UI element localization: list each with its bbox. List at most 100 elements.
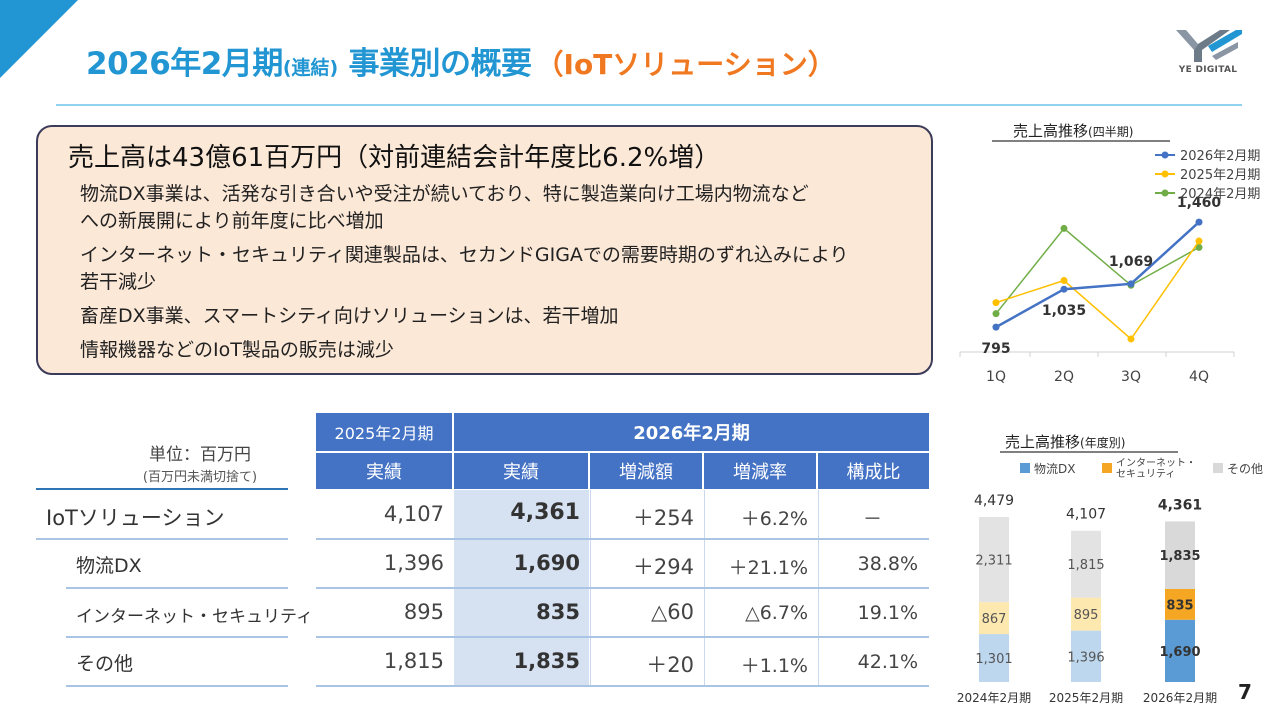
data-label: 1,460 — [1177, 195, 1222, 211]
legend-swatch-dot — [1161, 170, 1169, 178]
bar-chart-title: 売上高推移(年度別) — [1005, 431, 1125, 452]
segment-label: 895 — [1074, 608, 1099, 623]
ye-digital-logo-icon — [1176, 30, 1242, 62]
legend-entry: その他 — [1227, 462, 1263, 476]
corner-decoration — [0, 0, 78, 78]
segment-label: 2,311 — [975, 554, 1012, 569]
total-label: 4,479 — [974, 493, 1014, 509]
cell-rate: ＋1.1% — [740, 655, 808, 677]
data-label: 1,035 — [1042, 303, 1086, 319]
title-period: 2026年2月期 — [86, 46, 283, 82]
cell-cur: 4,361 — [510, 500, 580, 525]
cell-change: ＋254 — [632, 506, 694, 530]
data-point — [1195, 243, 1203, 251]
data-point — [992, 323, 1000, 331]
legend-swatch — [1102, 463, 1112, 473]
cell-rate: △6.7% — [745, 602, 808, 624]
legend-entry: 2025年2月期 — [1180, 168, 1260, 183]
header-prev-actual: 実績 — [316, 453, 452, 489]
summary-bullet: 若干減少 — [80, 271, 157, 293]
title-rest: 事業別の概要 — [338, 46, 533, 82]
data-point — [1127, 335, 1135, 343]
bar-chart-subtitle: (年度別) — [1080, 436, 1126, 450]
data-point — [1060, 285, 1068, 293]
segment-label: 1,690 — [1159, 645, 1200, 660]
bar-segment — [979, 634, 1009, 682]
summary-box: 売上高は43億61百万円（対前連結会計年度比6.2%増） 物流DX事業は、活発な… — [36, 125, 933, 375]
cell-share: 38.8% — [857, 553, 918, 575]
cell-prev: 1,396 — [383, 551, 444, 575]
data-point — [1060, 224, 1068, 232]
segment-label: 835 — [1166, 598, 1193, 613]
line-chart-subtitle: (四半期) — [1088, 125, 1134, 139]
data-label: 795 — [981, 341, 1010, 357]
cell-share: － — [862, 508, 882, 530]
logo-text: YE DIGITAL — [1178, 65, 1238, 75]
x-tick-label: 4Q — [1189, 369, 1209, 385]
unit-rule — [36, 488, 288, 490]
segment-label: 1,815 — [1067, 558, 1104, 573]
legend-swatch-dot — [1161, 151, 1169, 159]
data-point — [1060, 277, 1068, 285]
cell-rate: ＋6.2% — [740, 508, 808, 530]
cell-cur: 1,690 — [513, 551, 580, 575]
bar-segment — [1165, 521, 1195, 589]
x-tick-label: 2024年2月期 — [957, 691, 1031, 705]
row-label-iot: IoTソリューション — [46, 506, 225, 530]
bar-segment — [1071, 597, 1101, 631]
line-chart-title: 売上高推移(四半期) — [1013, 120, 1133, 141]
header-share: 構成比 — [818, 453, 929, 489]
data-point — [1127, 280, 1135, 288]
total-label: 4,107 — [1066, 507, 1106, 523]
cell-prev: 895 — [403, 600, 444, 624]
summary-bullet: への新展開により前年度に比べ増加 — [80, 210, 384, 232]
row-rule — [66, 636, 288, 638]
series-line-1 — [995, 240, 1200, 341]
bar-segment — [979, 602, 1009, 635]
quarterly-line-chart: 1Q 2Q 3Q 4Q 795 1,035 1,069 1,460 2026年2月期 2025年2… — [959, 149, 1260, 385]
row-label-other: その他 — [76, 653, 134, 675]
cell-share: 19.1% — [857, 602, 918, 624]
bar-chart-title-rule — [1000, 451, 1178, 453]
header-prev-period: 2025年2月期 — [316, 413, 452, 451]
summary-bullet: インターネット・セキュリティ関連製品は、セカンドGIGAでの需要時期のずれ込みに… — [80, 244, 849, 266]
header-rule — [56, 104, 1242, 106]
legend-swatch-dot — [1161, 189, 1169, 197]
data-point — [992, 299, 1000, 307]
segment-label: 1,301 — [975, 652, 1012, 667]
header-change: 増減額 — [590, 453, 702, 489]
cell-prev: 1,815 — [383, 649, 444, 673]
cell-change: ＋294 — [632, 555, 694, 579]
unit-note: (百万円未満切捨て) — [142, 470, 258, 485]
bar-segment — [979, 517, 1009, 603]
data-point — [1195, 218, 1203, 226]
x-tick-label: 2025年2月期 — [1049, 691, 1123, 705]
segment-label: 1,396 — [1067, 650, 1104, 665]
cell-prev: 4,107 — [383, 502, 444, 526]
bar-chart-title-text: 売上高推移 — [1005, 433, 1081, 451]
header-cur-period: 2026年2月期 — [454, 413, 929, 451]
cell-cur: 835 — [536, 600, 580, 624]
bar-segment — [1071, 630, 1101, 682]
series-line-0 — [995, 221, 1200, 329]
bar-segment — [1071, 530, 1101, 598]
header-cur-actual: 実績 — [454, 453, 588, 489]
page-number: 7 — [1238, 680, 1252, 704]
summary-headline: 売上高は43億61百万円（対前連結会計年度比6.2%増） — [68, 143, 721, 173]
row-rule — [316, 685, 929, 687]
title-segment: （IoTソリューション） — [535, 48, 836, 81]
series-line-2 — [995, 227, 1200, 315]
row-label-internet-security: インターネット・セキュリティ — [76, 607, 313, 627]
row-rule — [316, 587, 929, 589]
legend-entry: 物流DX — [1034, 462, 1075, 476]
segment-label: 867 — [982, 612, 1007, 627]
legend-entry: インターネット・セキュリティ — [1116, 457, 1196, 480]
cell-rate: ＋21.1% — [728, 557, 808, 579]
title-paren: (連結) — [282, 57, 339, 79]
data-point — [992, 310, 1000, 318]
legend-entry: 2026年2月期 — [1180, 149, 1260, 164]
x-tick-label: 3Q — [1121, 369, 1141, 385]
bar-segment — [1165, 588, 1195, 620]
header-rate: 増減率 — [704, 453, 816, 489]
cell-change: ＋20 — [646, 653, 694, 677]
